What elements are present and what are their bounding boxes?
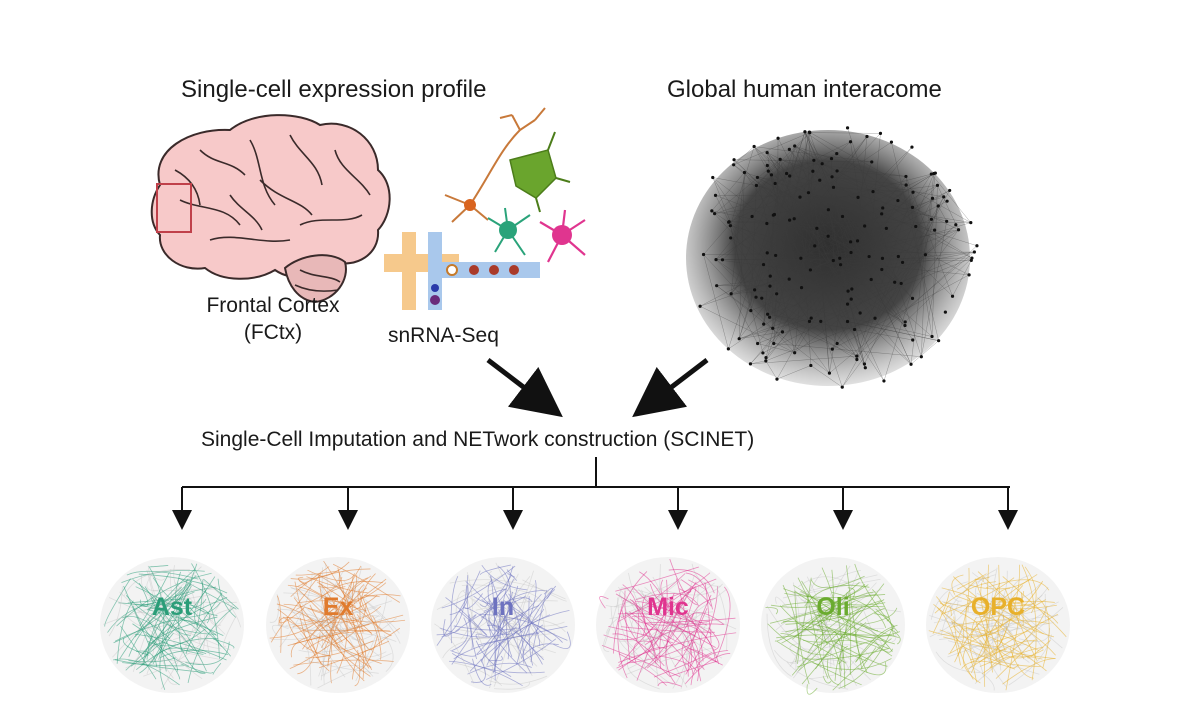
roi-box <box>156 183 192 233</box>
network-oli <box>761 557 905 695</box>
arrow-expression-to-scinet <box>486 358 563 418</box>
snrna-seq-label: snRNA-Seq <box>388 324 499 347</box>
network-in <box>431 557 575 693</box>
frontal-cortex-label: Frontal Cortex (FCtx) <box>178 292 368 346</box>
cell-type-label-ex: Ex <box>322 593 354 621</box>
cell-type-label-opc: OPC <box>970 593 1026 621</box>
network-opc <box>926 557 1070 693</box>
arrow-interactome-to-scinet <box>632 358 709 418</box>
neuron-illustrations <box>444 107 586 263</box>
network-mic <box>596 557 740 693</box>
cell-type-label-ast: Ast <box>151 593 193 621</box>
branch-connectors <box>182 457 1010 488</box>
interactome-network <box>686 126 979 389</box>
cell-type-label-mic: Mic <box>647 593 689 621</box>
branch-arrows <box>172 487 1018 530</box>
scinet-pipeline-label: Single-Cell Imputation and NETwork const… <box>201 428 755 451</box>
frontal-cortex-line1: Frontal Cortex <box>206 294 340 317</box>
expression-profile-title: Single-cell expression profile <box>181 76 487 103</box>
interactome-title: Global human interacome <box>667 76 942 103</box>
cell-type-label-oli: Oli <box>816 593 850 621</box>
network-ast <box>100 557 244 693</box>
cell-type-networks <box>100 557 1070 695</box>
snrna-seq-schematic <box>384 232 540 310</box>
frontal-cortex-line2: (FCtx) <box>243 321 303 344</box>
network-ex <box>266 557 410 693</box>
brain-illustration <box>150 114 391 304</box>
cell-type-label-in: In <box>491 593 515 621</box>
